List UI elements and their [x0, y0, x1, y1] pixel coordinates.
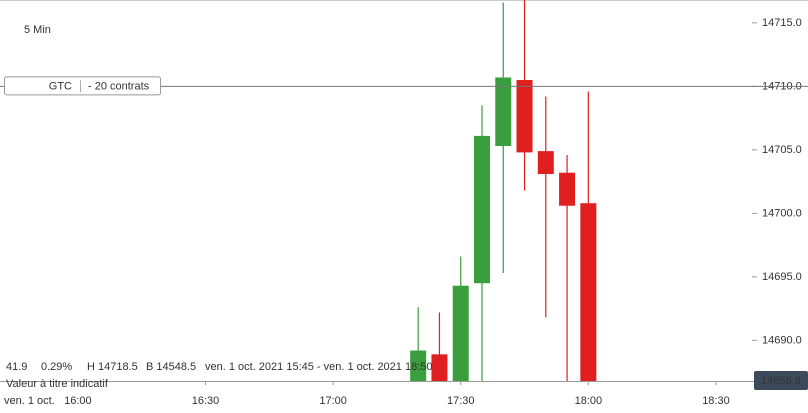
candles: [410, 0, 597, 381]
info-note: Valeur à titre indicatif: [6, 378, 109, 390]
candle-body: [473, 135, 490, 284]
candle-body: [431, 354, 448, 381]
y-tick-label: 14715.0: [762, 17, 802, 29]
x-tick-label: 17:30: [447, 395, 475, 407]
y-tick-label: 14700.0: [762, 207, 802, 219]
candle-body: [495, 77, 512, 147]
x-tick-label: 18:00: [575, 395, 603, 407]
order-box: [4, 76, 161, 96]
date-label: ven. 1 oct.: [4, 395, 55, 407]
x-tick-label: 18:30: [702, 395, 730, 407]
x-tick-label: 16:30: [192, 395, 220, 407]
x-tick-label: 16:00: [64, 395, 92, 407]
y-tick-label: 14705.0: [762, 144, 802, 156]
order-quantity: - 20 contrats: [88, 80, 150, 92]
candle-body: [516, 80, 533, 153]
y-tick-label: 14695.0: [762, 271, 802, 283]
last-price: 14686.8: [761, 375, 801, 387]
x-tick-label: 17:00: [319, 395, 347, 407]
candle-body: [410, 350, 427, 381]
y-tick-label: 14690.0: [762, 334, 802, 346]
info-range: ven. 1 oct. 2021 15:45 - ven. 1 oct. 202…: [205, 361, 433, 373]
candle-body: [559, 172, 576, 206]
candle-body: [537, 151, 554, 174]
order-type: GTC: [49, 80, 72, 92]
candle-body: [580, 203, 597, 381]
date-box: [0, 392, 64, 410]
info-high: H 14718.5: [87, 361, 138, 373]
info-low: B 14548.5: [146, 361, 196, 373]
candle-body: [452, 285, 469, 381]
timeframe: 5 Min: [24, 24, 51, 36]
info-change-pct: 0.29%: [41, 361, 72, 373]
info-change: 41.9: [6, 361, 27, 373]
last-price-box: [754, 371, 808, 390]
